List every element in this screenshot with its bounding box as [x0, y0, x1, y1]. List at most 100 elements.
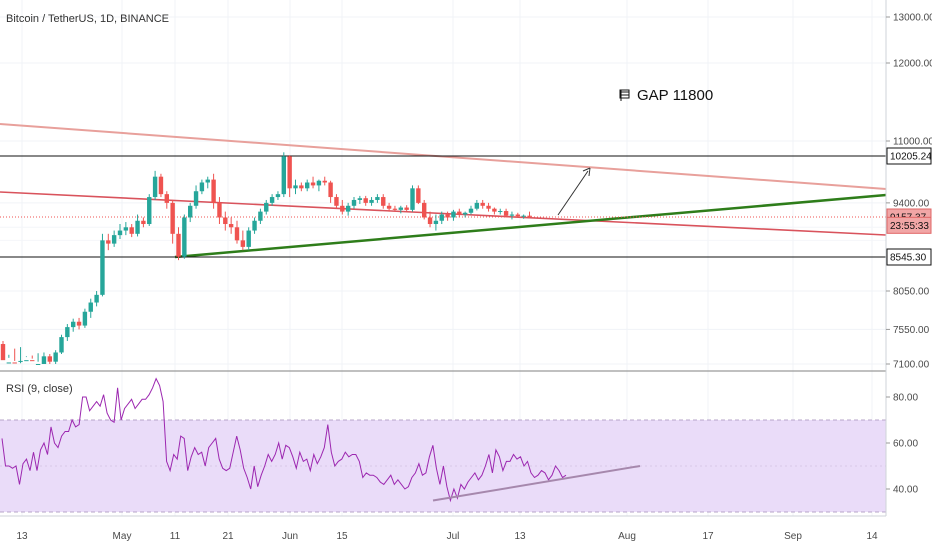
candle-body [334, 197, 339, 206]
candle-body [287, 156, 292, 189]
candle-body [451, 211, 456, 218]
projection-arrow [557, 170, 589, 216]
candle-body [293, 185, 298, 189]
candle-body [398, 207, 403, 210]
candle-body [0, 344, 6, 361]
candle-body [199, 182, 205, 192]
candle-body [129, 227, 134, 234]
candles [0, 152, 532, 365]
support-trendline [174, 193, 887, 259]
candle-body [176, 233, 181, 257]
date-tick-label: 11 [170, 531, 181, 542]
candle-body [281, 156, 286, 195]
date-tick-label: 14 [866, 531, 878, 542]
candle-body [340, 205, 345, 212]
candle-body [164, 194, 169, 203]
candle-body [117, 230, 123, 236]
candle-body [386, 205, 392, 209]
candle-body [12, 362, 17, 364]
candle-body [445, 214, 450, 218]
candle-body [18, 360, 23, 362]
candle-body [462, 212, 468, 215]
candle-body [6, 362, 12, 364]
price-tag-box [886, 216, 932, 234]
rsi-tick-label: 40.00 [893, 485, 918, 496]
flag-icon [619, 89, 630, 101]
date-tick-label: 21 [222, 531, 234, 542]
candle-body [82, 311, 88, 326]
date-tick-label: 17 [702, 531, 714, 542]
candle-body [275, 194, 281, 198]
candle-body [328, 182, 333, 198]
candle-body [468, 208, 474, 213]
candle-body [410, 188, 415, 210]
candle-body [182, 217, 187, 257]
candle-body [369, 199, 374, 203]
date-tick-label: 15 [336, 531, 348, 542]
candle-body [205, 179, 210, 183]
candle-body [53, 352, 58, 362]
candle-body [439, 214, 444, 221]
candle-body [47, 356, 52, 362]
candle-body [345, 205, 351, 212]
candle-body [76, 321, 82, 326]
candle-body [375, 197, 380, 200]
candle-body [170, 202, 175, 234]
candle-body [65, 327, 70, 338]
candle-body [147, 197, 152, 225]
candle-body [258, 211, 263, 221]
rsi-panel [0, 370, 886, 513]
date-tick-label: Aug [618, 531, 636, 542]
candle-body [111, 235, 117, 244]
price-tag-label: 10205.24 [890, 152, 932, 163]
candle-body [269, 197, 275, 203]
price-tick-label: 12000.00 [893, 59, 932, 70]
candle-body [392, 208, 398, 210]
candle-body [100, 240, 105, 295]
date-tick-label: 13 [514, 531, 526, 542]
date-tick-label: Jul [447, 531, 460, 542]
price-tag-label: 8545.30 [890, 253, 927, 264]
price-tag-box [886, 248, 932, 266]
candle-body [106, 240, 111, 244]
price-tag-box [886, 147, 932, 165]
candle-body [427, 217, 433, 225]
rsi-line [1, 377, 567, 503]
candle-body [357, 198, 363, 200]
candle-body [35, 364, 41, 365]
date-tick-label: 13 [16, 531, 28, 542]
rsi-label: RSI (9, close) [6, 383, 73, 395]
price-tick-label: 8050.00 [893, 287, 930, 298]
candle-body [486, 205, 491, 209]
price-tick-label: 7100.00 [893, 360, 930, 371]
rsi-tick-label: 80.00 [893, 393, 918, 404]
candle-body [135, 220, 140, 234]
candle-body [498, 211, 503, 213]
candle-body [305, 182, 310, 189]
candle-body [152, 176, 158, 198]
gap-annotation-text: GAP 11800 [637, 87, 713, 104]
date-tick-label: Jun [282, 531, 298, 542]
candle-body [252, 220, 257, 231]
price-tick-label: 13000.00 [893, 13, 932, 24]
candle-body [24, 360, 29, 362]
candle-body [404, 207, 409, 210]
candle-body [234, 227, 240, 241]
candle-body [316, 180, 322, 186]
candle-body [299, 185, 304, 189]
candle-body [515, 214, 520, 217]
candle-body [521, 215, 526, 217]
candle-body [310, 182, 316, 186]
price-tick-label: 7550.00 [893, 325, 930, 336]
arrow-head [582, 167, 591, 177]
candle-body [363, 198, 368, 203]
candle-body [351, 199, 357, 206]
candle-body [71, 321, 76, 328]
candle-body [457, 211, 462, 215]
candle-body [433, 220, 439, 225]
price-tag-label: 23:55:33 [890, 221, 929, 232]
candle-body [223, 217, 228, 225]
date-tick-label: May [113, 531, 132, 542]
